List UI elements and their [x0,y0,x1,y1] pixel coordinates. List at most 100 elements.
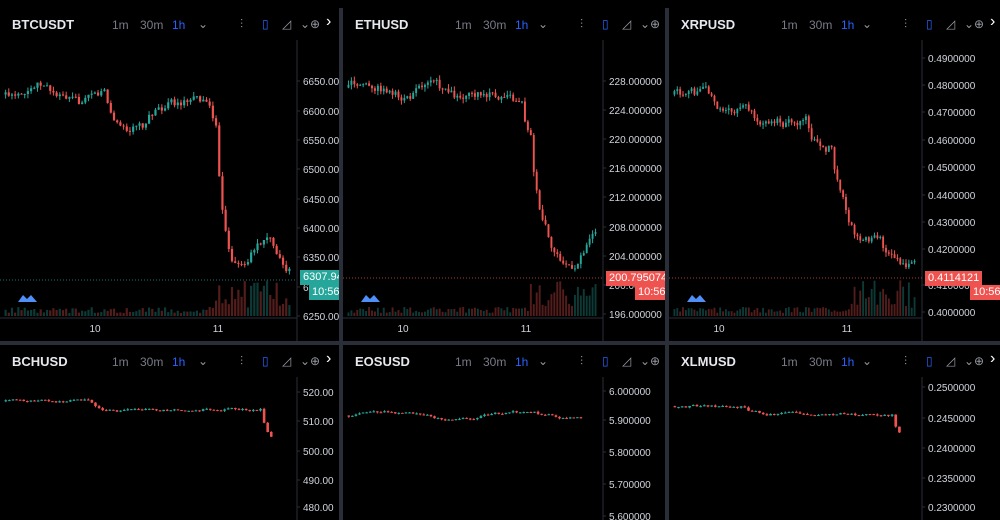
timeframe-button-30m[interactable]: 30m [809,355,833,369]
indicators-icon[interactable]: ⫶ [904,17,908,31]
timeframe-button-1m[interactable]: 1m [455,355,472,369]
candles-icon[interactable]: ▯ [262,354,269,368]
candles-icon[interactable]: ▯ [602,17,609,31]
area-chart-icon[interactable]: ◿ [946,354,956,368]
candles-icon[interactable]: ▯ [926,17,933,31]
timeframe-button-1m[interactable]: 1m [112,18,129,32]
area-chart-icon[interactable]: ◿ [282,17,292,31]
candle [7,88,10,97]
price-chart[interactable]: 6650.00 6600.00 6550.00 6500.00 6450.00 6400.… [0,40,339,341]
timeframe-button-1m[interactable]: 1m [781,355,798,369]
candle [776,413,780,416]
indicators-icon[interactable]: ⫶ [580,354,584,368]
price-chart[interactable]: 0.4900000 0.4800000 0.4700000 0.4600000 0.45… [669,40,1000,341]
indicators-icon[interactable]: ⫶ [240,354,244,368]
add-icon[interactable]: ⊕ [310,17,321,31]
timeframe-button-30m[interactable]: 30m [809,18,833,32]
timeframe-button-1h[interactable]: 1h [515,355,529,369]
candles-icon[interactable]: ▯ [602,354,609,368]
symbol-label[interactable]: BCHUSD [12,354,68,369]
add-icon[interactable]: ⊕ [310,354,321,368]
chevron-down-icon[interactable]: ⌄ [862,17,873,31]
chevron-down-icon[interactable]: ⌄ [964,354,975,368]
chevron-down-icon[interactable]: ⌄ [862,354,873,368]
chevron-down-icon[interactable]: ⌄ [640,354,651,368]
chevron-down-icon[interactable]: ⌄ [198,17,209,31]
timeframe-button-1h[interactable]: 1h [841,355,855,369]
add-icon[interactable]: ⊕ [650,354,661,368]
chevron-down-icon[interactable]: ⌄ [640,17,651,31]
timeframe-button-1m[interactable]: 1m [781,18,798,32]
timeframe-button-1h[interactable]: 1h [841,18,855,32]
logo-icon[interactable] [18,295,37,302]
volume-bar [827,309,830,316]
candle [426,80,429,89]
chevron-down-icon[interactable]: ⌄ [198,354,209,368]
timeframe-button-1m[interactable]: 1m [112,355,129,369]
symbol-label[interactable]: XLMUSD [681,354,736,369]
timeframe-button-1m[interactable]: 1m [455,18,472,32]
chart-panel-xrpusd[interactable]: XRPUSD 1m 30m 1h ⌄ ⫶ ▯ ◿ ⌄ ⊕ › 0.4900000 0.4800000 0.… [669,8,1000,341]
symbol-label[interactable]: XRPUSD [681,17,736,32]
arrow-right-icon[interactable]: › [990,13,996,30]
timeframe-button-1h[interactable]: 1h [172,18,186,32]
panel-divider[interactable] [0,341,1000,345]
arrow-right-icon[interactable]: › [326,350,332,367]
chevron-down-icon[interactable]: ⌄ [538,17,549,31]
indicators-icon[interactable]: ⫶ [580,17,584,31]
candle [361,412,365,414]
indicators-icon[interactable]: ⫶ [240,17,244,31]
price-chart[interactable]: 6.000000 5.900000 5.800000 5.700000 5.600000 [343,377,665,520]
area-chart-icon[interactable]: ◿ [622,354,632,368]
candle [831,413,835,416]
timeframe-button-1h[interactable]: 1h [515,18,529,32]
add-icon[interactable]: ⊕ [650,17,661,31]
logo-icon[interactable] [361,295,380,302]
indicators-icon[interactable]: ⫶ [904,354,908,368]
chart-panel-ethusd[interactable]: ETHUSD 1m 30m 1h ⌄ ⫶ ▯ ◿ ⌄ ⊕ 228.000000 224.000000 2… [343,8,665,341]
area-chart-icon[interactable]: ◿ [282,354,292,368]
y-tick-label: 0.2300000 [928,503,976,514]
timeframe-button-1h[interactable]: 1h [172,355,186,369]
candle [850,413,853,415]
volume-bar [269,294,272,316]
candle [55,90,58,98]
candle [404,411,408,414]
chart-panel-bchusd[interactable]: BCHUSD 1m 30m 1h ⌄ ⫶ ▯ ◿ ⌄ ⊕ › 520.00 510.00 500.00 49… [0,345,339,520]
panel-divider[interactable] [339,0,343,520]
candle [824,413,828,416]
chart-panel-btcusdt[interactable]: BTCUSDT 1m 30m 1h ⌄ ⫶ ▯ ◿ ⌄ ⊕ › 6650.00 6600.00 6550.… [0,8,339,341]
area-chart-icon[interactable]: ◿ [946,17,956,31]
chevron-down-icon[interactable]: ⌄ [964,17,975,31]
timeframe-button-30m[interactable]: 30m [483,355,507,369]
area-chart-icon[interactable]: ◿ [622,17,632,31]
candle [30,85,33,94]
volume-bar [776,311,779,316]
volume-bar [154,311,157,316]
timeframe-button-30m[interactable]: 30m [140,18,164,32]
symbol-label[interactable]: BTCUSDT [12,17,75,32]
timeframe-button-30m[interactable]: 30m [483,18,507,32]
chart-toolbar: ETHUSD 1m 30m 1h ⌄ ⫶ ▯ ◿ ⌄ ⊕ [343,8,665,40]
chart-panel-eosusd[interactable]: EOSUSD 1m 30m 1h ⌄ ⫶ ▯ ◿ ⌄ ⊕ 6.000000 5.900000 5.800… [343,345,665,520]
chevron-down-icon[interactable]: ⌄ [538,354,549,368]
arrow-right-icon[interactable]: › [326,13,332,30]
timeframe-button-30m[interactable]: 30m [140,355,164,369]
candles-icon[interactable]: ▯ [926,354,933,368]
candle [873,232,876,239]
logo-icon[interactable] [687,295,706,302]
chevron-down-icon[interactable]: ⌄ [300,354,311,368]
candles-icon[interactable]: ▯ [262,17,269,31]
arrow-right-icon[interactable]: › [990,350,996,367]
candle [183,96,186,108]
panel-divider[interactable] [665,0,669,520]
symbol-label[interactable]: EOSUSD [355,354,410,369]
price-chart[interactable]: 228.000000 224.000000 220.000000 216.000000… [343,40,665,341]
price-chart[interactable]: 520.00 510.00 500.00 490.00 480.00 [0,377,339,520]
add-icon[interactable]: ⊕ [974,17,985,31]
symbol-label[interactable]: ETHUSD [355,17,409,32]
add-icon[interactable]: ⊕ [974,354,985,368]
chevron-down-icon[interactable]: ⌄ [300,17,311,31]
chart-panel-xlmusd[interactable]: XLMUSD 1m 30m 1h ⌄ ⫶ ▯ ◿ ⌄ ⊕ › 0.2500000 0.2450000 0.… [669,345,1000,520]
price-chart[interactable]: 0.2500000 0.2450000 0.2400000 0.2350000 0.23… [669,377,1000,520]
